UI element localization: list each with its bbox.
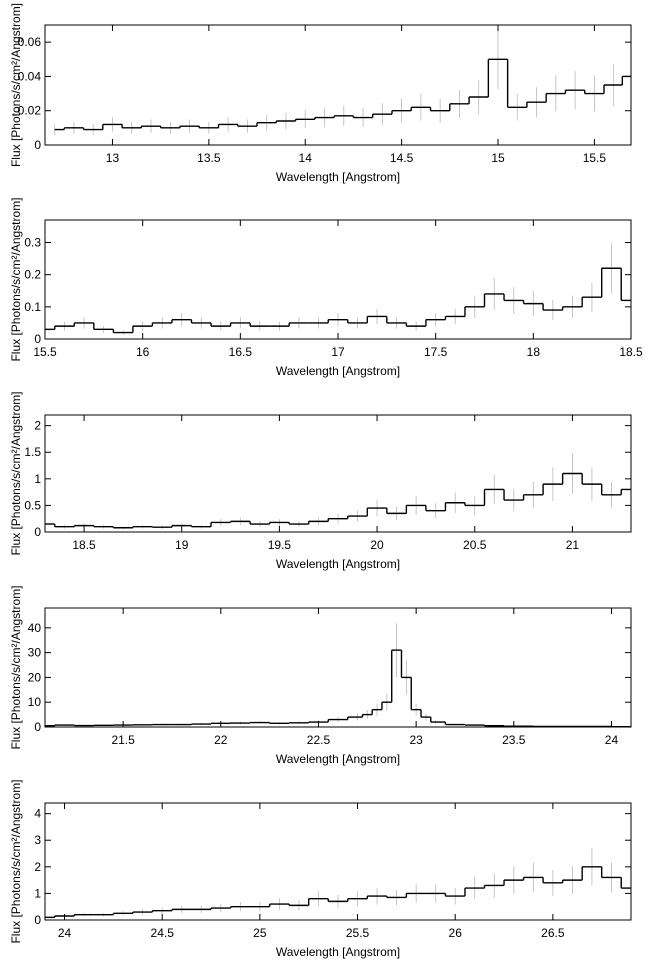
- spectrum-panel-1: 13 13.5 14 14.5 15 15.5 0 0.02 0.04 0.06 Wavelengt…: [9, 3, 632, 184]
- y-tick-label: 0: [34, 138, 41, 152]
- plot-frame: [44, 802, 632, 921]
- x-tick-label: 25: [253, 926, 267, 940]
- y-tick-label: 0: [34, 525, 41, 539]
- plot-frame: [44, 414, 632, 533]
- x-tick-label: 16.5: [229, 345, 253, 359]
- y-tick-label: 40: [28, 621, 42, 635]
- y-tick-label: 30: [28, 646, 42, 660]
- y-axis-label: Flux [Photons/s/cm²/Angstrom]: [9, 3, 23, 167]
- y-tick-label: 0.04: [18, 69, 42, 83]
- y-tick-label: 2: [34, 419, 41, 433]
- y-axis-label: Flux [Photons/s/cm²/Angstrom]: [9, 197, 23, 361]
- y-tick-label: 2: [34, 860, 41, 874]
- x-tick-label: 13: [106, 151, 120, 165]
- y-tick-label: 0.06: [18, 35, 42, 49]
- series-1-group: [45, 243, 631, 335]
- x-tick-label: 22: [214, 733, 228, 747]
- y-axis-label: Flux [Photons/s/cm²/Angstrom]: [9, 585, 23, 749]
- x-axis-label: Wavelength [Angstrom]: [276, 557, 400, 571]
- y-tick-label: 20: [28, 670, 42, 684]
- spectrum-panel-2: 15.5 16 16.5 17 17.5 18 18.5 0 0.1 0.2 0.3 Waveleng…: [9, 197, 643, 378]
- y-tick-label: 1: [34, 472, 41, 486]
- x-tick-label: 19.5: [268, 538, 292, 552]
- x-tick-label: 24: [605, 733, 619, 747]
- y-axis-label: Flux [Photons/s/cm²/Angstrom]: [9, 391, 23, 555]
- y-tick-label: 1: [34, 886, 41, 900]
- x-tick-label: 18: [527, 345, 541, 359]
- x-tick-label: 20.5: [463, 538, 487, 552]
- x-tick-label: 24.5: [151, 926, 175, 940]
- x-tick-label: 17: [331, 345, 345, 359]
- x-tick-label: 16: [136, 345, 150, 359]
- x-axis-label: Wavelength [Angstrom]: [276, 945, 400, 959]
- x-tick-label: 18.5: [72, 538, 96, 552]
- series-1-group: [54, 29, 631, 135]
- y-tick-label: 10: [28, 695, 42, 709]
- x-tick-label: 21: [566, 538, 580, 552]
- y-tick-label: 3: [34, 833, 41, 847]
- x-tick-label: 17.5: [424, 345, 448, 359]
- x-tick-label: 20: [370, 538, 384, 552]
- y-tick-label: 1.5: [24, 445, 41, 459]
- y-tick-label: 4: [34, 807, 41, 821]
- x-tick-label: 14.5: [390, 151, 414, 165]
- y-tick-label: 0.3: [24, 236, 41, 250]
- series-1-group: [45, 623, 631, 727]
- x-tick-label: 25.5: [346, 926, 370, 940]
- spectrum-panel-5: 24 24.5 25 25.5 26 26.5 0 1 2 3 4 Wavelength [Angst…: [9, 779, 632, 959]
- x-axis-label: Wavelength [Angstrom]: [276, 364, 400, 378]
- x-tick-label: 15.5: [33, 345, 57, 359]
- x-tick-label: 23.5: [502, 733, 526, 747]
- x-tick-label: 21.5: [111, 733, 135, 747]
- x-axis-label: Wavelength [Angstrom]: [276, 170, 400, 184]
- y-tick-label: 0.2: [24, 268, 41, 282]
- plot-frame: [44, 607, 632, 728]
- x-tick-label: 22.5: [307, 733, 331, 747]
- y-tick-label: 0.1: [24, 300, 41, 314]
- series-1-group: [45, 848, 631, 919]
- x-tick-label: 26: [449, 926, 463, 940]
- x-tick-label: 14: [299, 151, 313, 165]
- x-tick-label: 24: [58, 926, 72, 940]
- plot-frame: [44, 24, 632, 146]
- x-tick-label: 19: [175, 538, 189, 552]
- x-tick-label: 13.5: [197, 151, 221, 165]
- spectrum-panel-3: 18.5 19 19.5 20 20.5 21 0 0.5 1 1.5 2 Wavelength [A…: [9, 391, 632, 571]
- spectrum-panel-4: 21.5 22 22.5 23 23.5 24 0 10 20 30 40 Wavelength [A…: [9, 585, 632, 766]
- y-tick-label: 0: [34, 720, 41, 734]
- x-tick-label: 15: [491, 151, 505, 165]
- x-axis-label: Wavelength [Angstrom]: [276, 752, 400, 766]
- series-1-group: [45, 453, 631, 530]
- y-tick-label: 0.02: [18, 104, 42, 118]
- x-tick-label: 18.5: [619, 345, 643, 359]
- y-tick-label: 0: [34, 913, 41, 927]
- x-tick-label: 15.5: [583, 151, 607, 165]
- y-tick-label: 0.5: [24, 498, 41, 512]
- y-axis-label: Flux [Photons/s/cm²/Angstrom]: [9, 779, 23, 943]
- x-tick-label: 26.5: [541, 926, 565, 940]
- x-tick-label: 23: [409, 733, 423, 747]
- y-tick-label: 0: [34, 332, 41, 346]
